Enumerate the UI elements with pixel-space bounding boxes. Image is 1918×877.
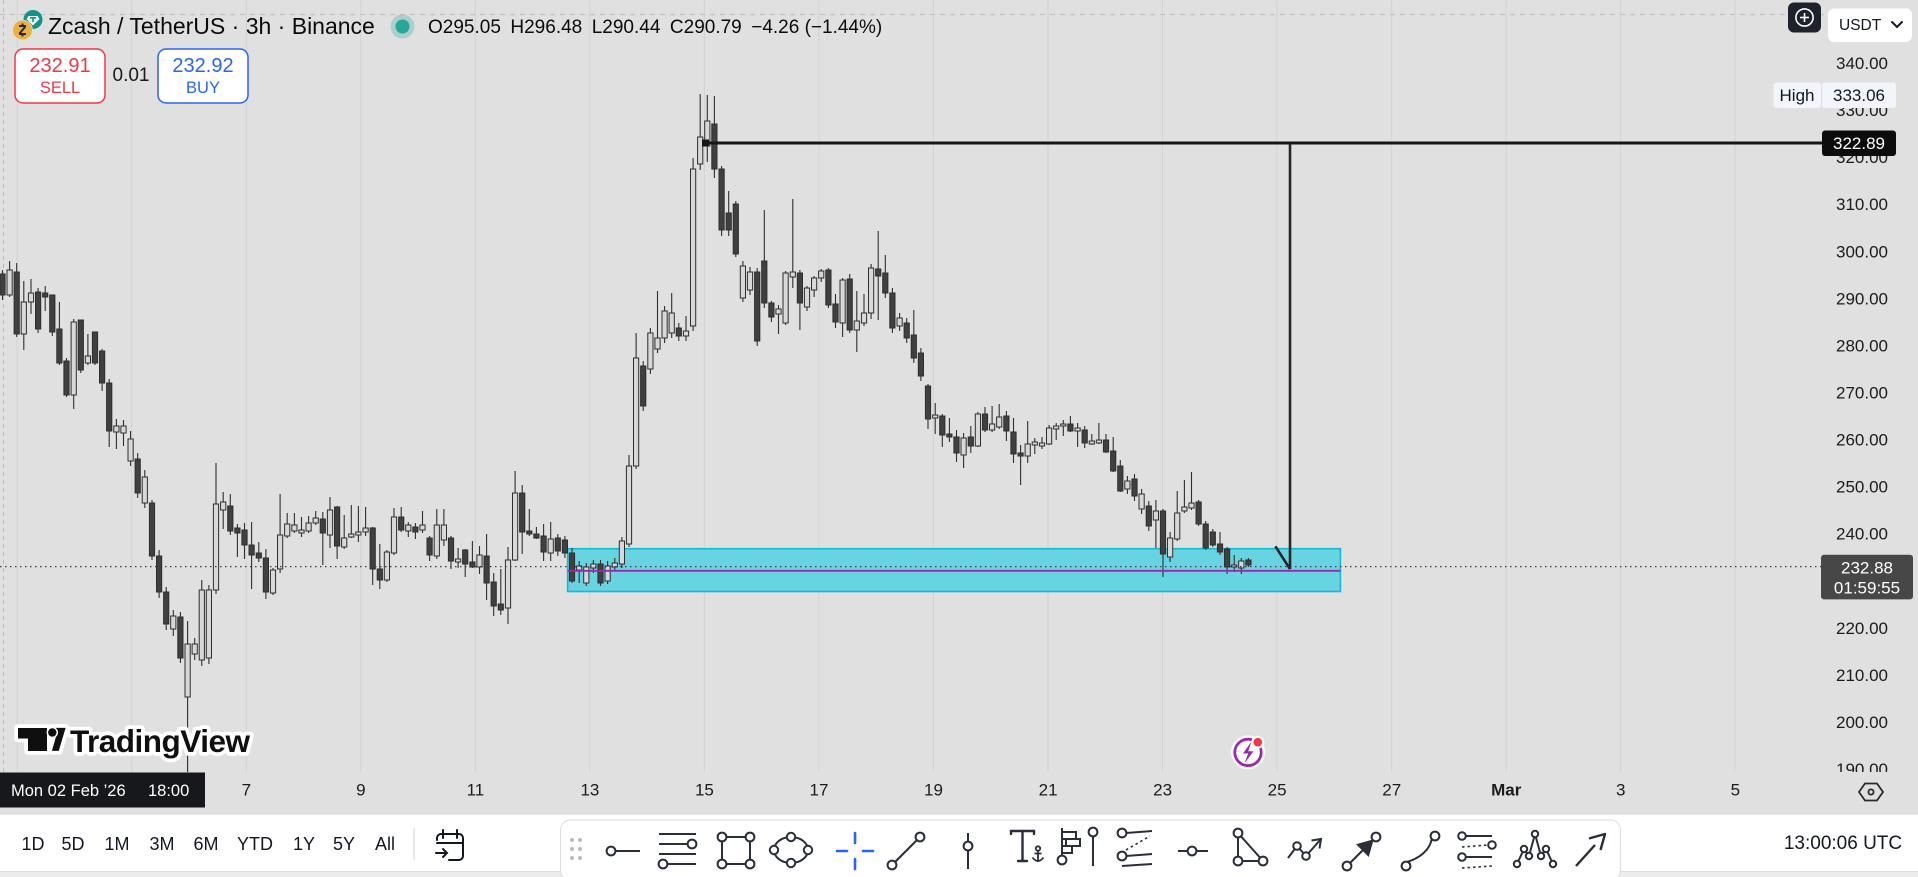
svg-text:15: 15 xyxy=(695,781,714,800)
svg-text:3: 3 xyxy=(1616,781,1625,800)
svg-text:01:59:55: 01:59:55 xyxy=(1834,579,1900,598)
svg-text:260.00: 260.00 xyxy=(1836,431,1888,450)
svg-text:232.92: 232.92 xyxy=(172,55,233,77)
svg-text:21: 21 xyxy=(1039,781,1058,800)
svg-text:340.00: 340.00 xyxy=(1836,54,1888,73)
svg-text:High: High xyxy=(1780,86,1815,105)
svg-text:210.00: 210.00 xyxy=(1836,666,1888,685)
svg-text:5D: 5D xyxy=(61,834,84,854)
svg-text:322.89: 322.89 xyxy=(1833,134,1885,153)
svg-text:9: 9 xyxy=(356,781,365,800)
svg-text:1D: 1D xyxy=(21,834,44,854)
svg-text:1M: 1M xyxy=(104,834,129,854)
svg-text:17: 17 xyxy=(810,781,829,800)
svg-text:YTD: YTD xyxy=(237,834,273,854)
svg-text:All: All xyxy=(375,834,395,854)
svg-text:7: 7 xyxy=(242,781,251,800)
svg-text:250.00: 250.00 xyxy=(1836,478,1888,497)
svg-text:27: 27 xyxy=(1382,781,1401,800)
svg-text:Mon 02 Feb ’26: Mon 02 Feb ’26 xyxy=(11,782,126,800)
svg-text:Zcash / TetherUS · 3h · Binanc: Zcash / TetherUS · 3h · Binance xyxy=(48,13,375,39)
svg-text:333.06: 333.06 xyxy=(1833,86,1885,105)
svg-text:18:00: 18:00 xyxy=(148,782,189,800)
svg-text:5: 5 xyxy=(1731,781,1740,800)
svg-text:310.00: 310.00 xyxy=(1836,195,1888,214)
svg-text:Mar: Mar xyxy=(1491,781,1522,800)
svg-text:3M: 3M xyxy=(149,834,174,854)
svg-text:6M: 6M xyxy=(193,834,218,854)
svg-text:19: 19 xyxy=(924,781,943,800)
svg-text:5Y: 5Y xyxy=(333,834,355,854)
svg-text:232.88: 232.88 xyxy=(1841,559,1893,578)
svg-text:300.00: 300.00 xyxy=(1836,242,1888,261)
svg-text:SELL: SELL xyxy=(40,79,80,97)
svg-text:0.01: 0.01 xyxy=(113,65,150,86)
svg-text:290.00: 290.00 xyxy=(1836,289,1888,308)
svg-text:280.00: 280.00 xyxy=(1836,336,1888,355)
svg-text:BUY: BUY xyxy=(186,79,220,97)
svg-text:220.00: 220.00 xyxy=(1836,619,1888,638)
svg-text:13: 13 xyxy=(580,781,599,800)
svg-text:TradingView: TradingView xyxy=(70,723,250,759)
svg-text:200.00: 200.00 xyxy=(1836,713,1888,732)
svg-text:240.00: 240.00 xyxy=(1836,525,1888,544)
svg-text:1Y: 1Y xyxy=(293,834,315,854)
svg-text:232.91: 232.91 xyxy=(29,55,90,77)
svg-text:25: 25 xyxy=(1268,781,1287,800)
svg-text:11: 11 xyxy=(467,781,485,800)
svg-text:13:00:06 UTC: 13:00:06 UTC xyxy=(1784,833,1902,854)
svg-text:270.00: 270.00 xyxy=(1836,384,1888,403)
svg-text:23: 23 xyxy=(1153,781,1172,800)
svg-text:USDT: USDT xyxy=(1839,17,1882,34)
svg-text:O295.05 H296.48 L290.44 C290.7: O295.05 H296.48 L290.44 C290.79 −4.26 (−… xyxy=(428,17,882,38)
